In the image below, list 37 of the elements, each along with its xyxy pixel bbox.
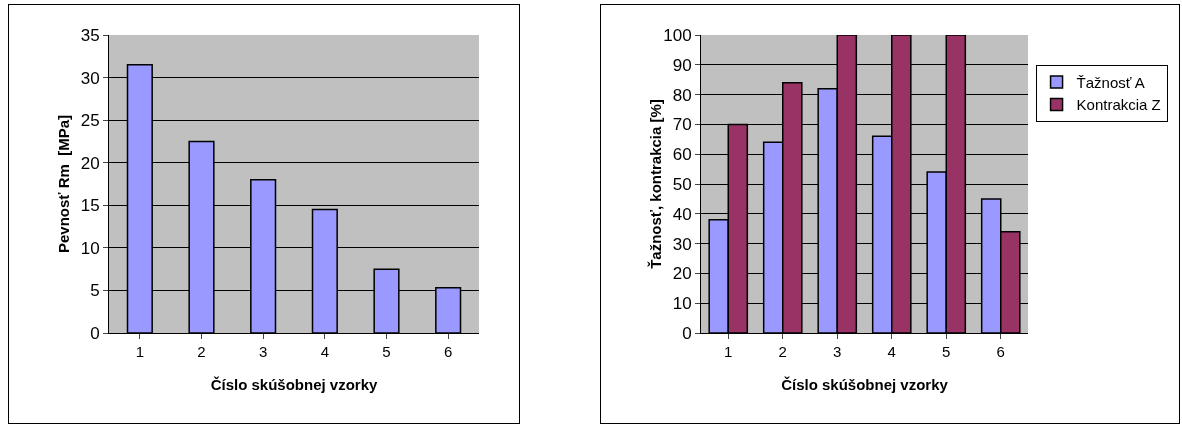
y-axis-title: Pevnosť Rm [MPa]: [55, 114, 72, 254]
legend-label: Kontrakcia Z: [1076, 96, 1161, 114]
y-tick-label: 15: [80, 196, 100, 216]
y-axis-title: Ťažnosť, kontrakcia [%]: [647, 99, 664, 269]
y-tick-label: 25: [80, 111, 100, 131]
y-tick-label: 50: [672, 174, 692, 194]
y-tick-label: 30: [80, 68, 100, 88]
y-tick-label: 40: [672, 204, 692, 224]
x-tick-label: 4: [887, 343, 896, 360]
y-tick-label: 30: [672, 234, 692, 254]
y-tick-label: 0: [682, 323, 692, 343]
x-tick-label: 5: [382, 343, 391, 360]
y-tick-label: 20: [672, 264, 692, 284]
y-tick-label: 20: [80, 153, 100, 173]
x-tick-label: 2: [197, 343, 206, 360]
y-tick-label: 10: [80, 238, 100, 258]
y-tick-label: 80: [672, 85, 692, 105]
x-tick-label: 1: [724, 343, 733, 360]
x-axis-title: Číslo skúšobnej vzorky: [781, 376, 949, 393]
y-tick-label: 60: [672, 145, 692, 165]
legend-label: Ťažnosť A: [1076, 73, 1145, 91]
x-tick-label: 1: [135, 343, 144, 360]
y-tick-label: 5: [90, 281, 100, 301]
y-tick-label: 100: [663, 25, 692, 45]
x-tick-label: 2: [778, 343, 787, 360]
y-tick-label: 70: [672, 115, 692, 135]
x-axis-title: Číslo skúšobnej vzorky: [210, 376, 379, 393]
x-tick-label: 4: [320, 343, 329, 360]
x-tick-label: 5: [942, 343, 951, 360]
x-tick-label: 6: [996, 343, 1005, 360]
x-tick-label: 6: [444, 343, 453, 360]
x-tick-label: 3: [259, 343, 268, 360]
y-tick-label: 90: [672, 55, 692, 75]
y-tick-label: 35: [80, 25, 100, 45]
y-tick-label: 10: [672, 294, 692, 314]
x-tick-label: 3: [833, 343, 842, 360]
y-tick-label: 0: [90, 323, 100, 343]
